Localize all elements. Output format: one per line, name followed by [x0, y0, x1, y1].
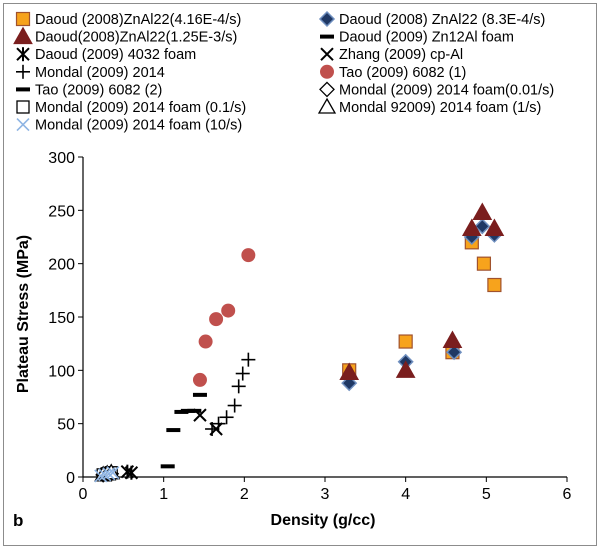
legend-marker	[320, 47, 334, 61]
legend-item: Zhang (2009) cp-Al	[320, 47, 463, 63]
x-tick-label: 6	[563, 486, 572, 503]
legend-item: Daoud (2009) 4032 foam	[16, 47, 196, 63]
data-point	[474, 218, 491, 235]
legend-item: Mondal (2009) 2014	[16, 64, 165, 81]
x-tick-label: 3	[321, 486, 330, 503]
series	[339, 202, 505, 380]
legend-marker	[16, 47, 30, 62]
legend-label: Mondal (2009) 2014	[35, 65, 165, 81]
y-tick-label: 200	[48, 257, 75, 274]
data-point	[227, 398, 242, 413]
data-point	[124, 465, 139, 480]
legend-label: Tao (2009) 6082 (2)	[35, 82, 162, 98]
legend-item: Mondal (2009) 2014 foam (0.1/s)	[16, 100, 246, 116]
data-point	[461, 218, 482, 236]
legend-marker	[318, 10, 336, 28]
legend-marker	[15, 11, 31, 27]
legend-item: Mondal 92009) 2014 foam (1/s)	[317, 97, 541, 116]
x-tick-label: 5	[482, 486, 491, 503]
series	[192, 248, 256, 387]
x-tick-label: 4	[401, 486, 410, 503]
legend-item: Daoud (2009) Zn12Al foam	[320, 30, 514, 46]
legend-item: Daoud(2008)ZnAl22(1.25E-3/s)	[13, 26, 237, 46]
x-tick-label: 2	[240, 486, 249, 503]
plot-area	[94, 202, 505, 483]
tick-labels: 0 50 100 150 200 250 300 0 1 2 3 4 5 6	[48, 150, 571, 503]
data-point	[487, 277, 502, 293]
x-tick-label: 0	[79, 486, 88, 503]
data-point	[484, 218, 505, 236]
legend-label: Daoud(2008)ZnAl22(1.25E-3/s)	[35, 30, 237, 46]
legend-marker	[317, 97, 337, 114]
legend-item: Daoud (2008)ZnAl22(4.16E-4/s)	[15, 11, 241, 28]
data-point	[241, 352, 256, 367]
legend-item: Tao (2009) 6082 (1)	[320, 64, 466, 81]
legend-item: Daoud (2008) ZnAl22 (8.3E-4/s)	[318, 10, 545, 28]
data-point	[476, 256, 492, 271]
legend-label: Mondal (2009) 2014 foam (0.1/s)	[35, 100, 246, 116]
legend-item: Tao (2009) 6082 (2)	[16, 82, 162, 98]
data-point	[235, 366, 250, 381]
data-point	[339, 362, 360, 380]
legend-marker	[319, 81, 335, 98]
data-point	[231, 379, 246, 394]
legend-label: Zhang (2009) cp-Al	[339, 47, 463, 63]
y-tick-label: 0	[66, 470, 75, 487]
panel-label: b	[13, 511, 23, 530]
legend-label: Mondal (2009) 2014 foam(0.01/s)	[339, 82, 554, 98]
series	[120, 464, 139, 480]
legend-label: Mondal 92009) 2014 foam (1/s)	[339, 100, 541, 116]
data-point	[446, 344, 463, 361]
legend-label: Daoud (2009) Zn12Al foam	[339, 30, 514, 46]
y-tick-label: 300	[48, 150, 75, 167]
data-point	[219, 410, 234, 425]
data-point	[98, 468, 112, 482]
axes	[82, 157, 567, 478]
y-tick-label: 50	[57, 417, 75, 434]
data-point	[211, 416, 226, 431]
x-axis-title: Density (g/cc)	[271, 512, 376, 529]
data-point	[398, 334, 413, 349]
legend-marker	[320, 64, 334, 79]
data-point	[209, 312, 224, 327]
figure-frame	[3, 3, 597, 546]
legend-marker	[16, 118, 30, 132]
legend-item: Mondal (2009) 2014 foam (10/s)	[16, 118, 242, 134]
legend-label: Daoud (2008)ZnAl22(4.16E-4/s)	[35, 12, 241, 28]
legend-marker	[16, 100, 30, 114]
data-point	[102, 467, 116, 481]
data-point	[106, 466, 120, 480]
legend-marker	[13, 26, 33, 45]
x-tick-label: 1	[159, 486, 168, 503]
data-point	[198, 334, 213, 349]
series	[166, 392, 207, 433]
data-point	[442, 330, 463, 348]
legend-label: Mondal (2009) 2014 foam (10/s)	[35, 118, 242, 134]
data-point	[94, 469, 108, 483]
data-point	[472, 202, 493, 220]
series	[205, 352, 256, 436]
legend-label: Daoud (2009) 4032 foam	[35, 47, 196, 63]
y-tick-label: 250	[48, 203, 75, 220]
legend-label: Daoud (2008) ZnAl22 (8.3E-4/s)	[339, 12, 545, 28]
legend: Daoud (2008)ZnAl22(4.16E-4/s) Daoud (2008…	[13, 10, 554, 134]
y-axis-title: Plateau Stress (MPa)	[15, 235, 32, 393]
data-point	[395, 360, 416, 378]
series	[94, 466, 120, 483]
data-point	[241, 248, 256, 263]
y-tick-label: 100	[48, 363, 75, 380]
legend-item: Mondal (2009) 2014 foam(0.01/s)	[319, 81, 554, 98]
series	[342, 235, 502, 378]
data-point	[221, 303, 236, 318]
legend-label: Tao (2009) 6082 (1)	[339, 65, 466, 81]
data-point	[192, 372, 207, 387]
legend-marker	[16, 64, 30, 79]
y-tick-label: 150	[48, 310, 75, 327]
